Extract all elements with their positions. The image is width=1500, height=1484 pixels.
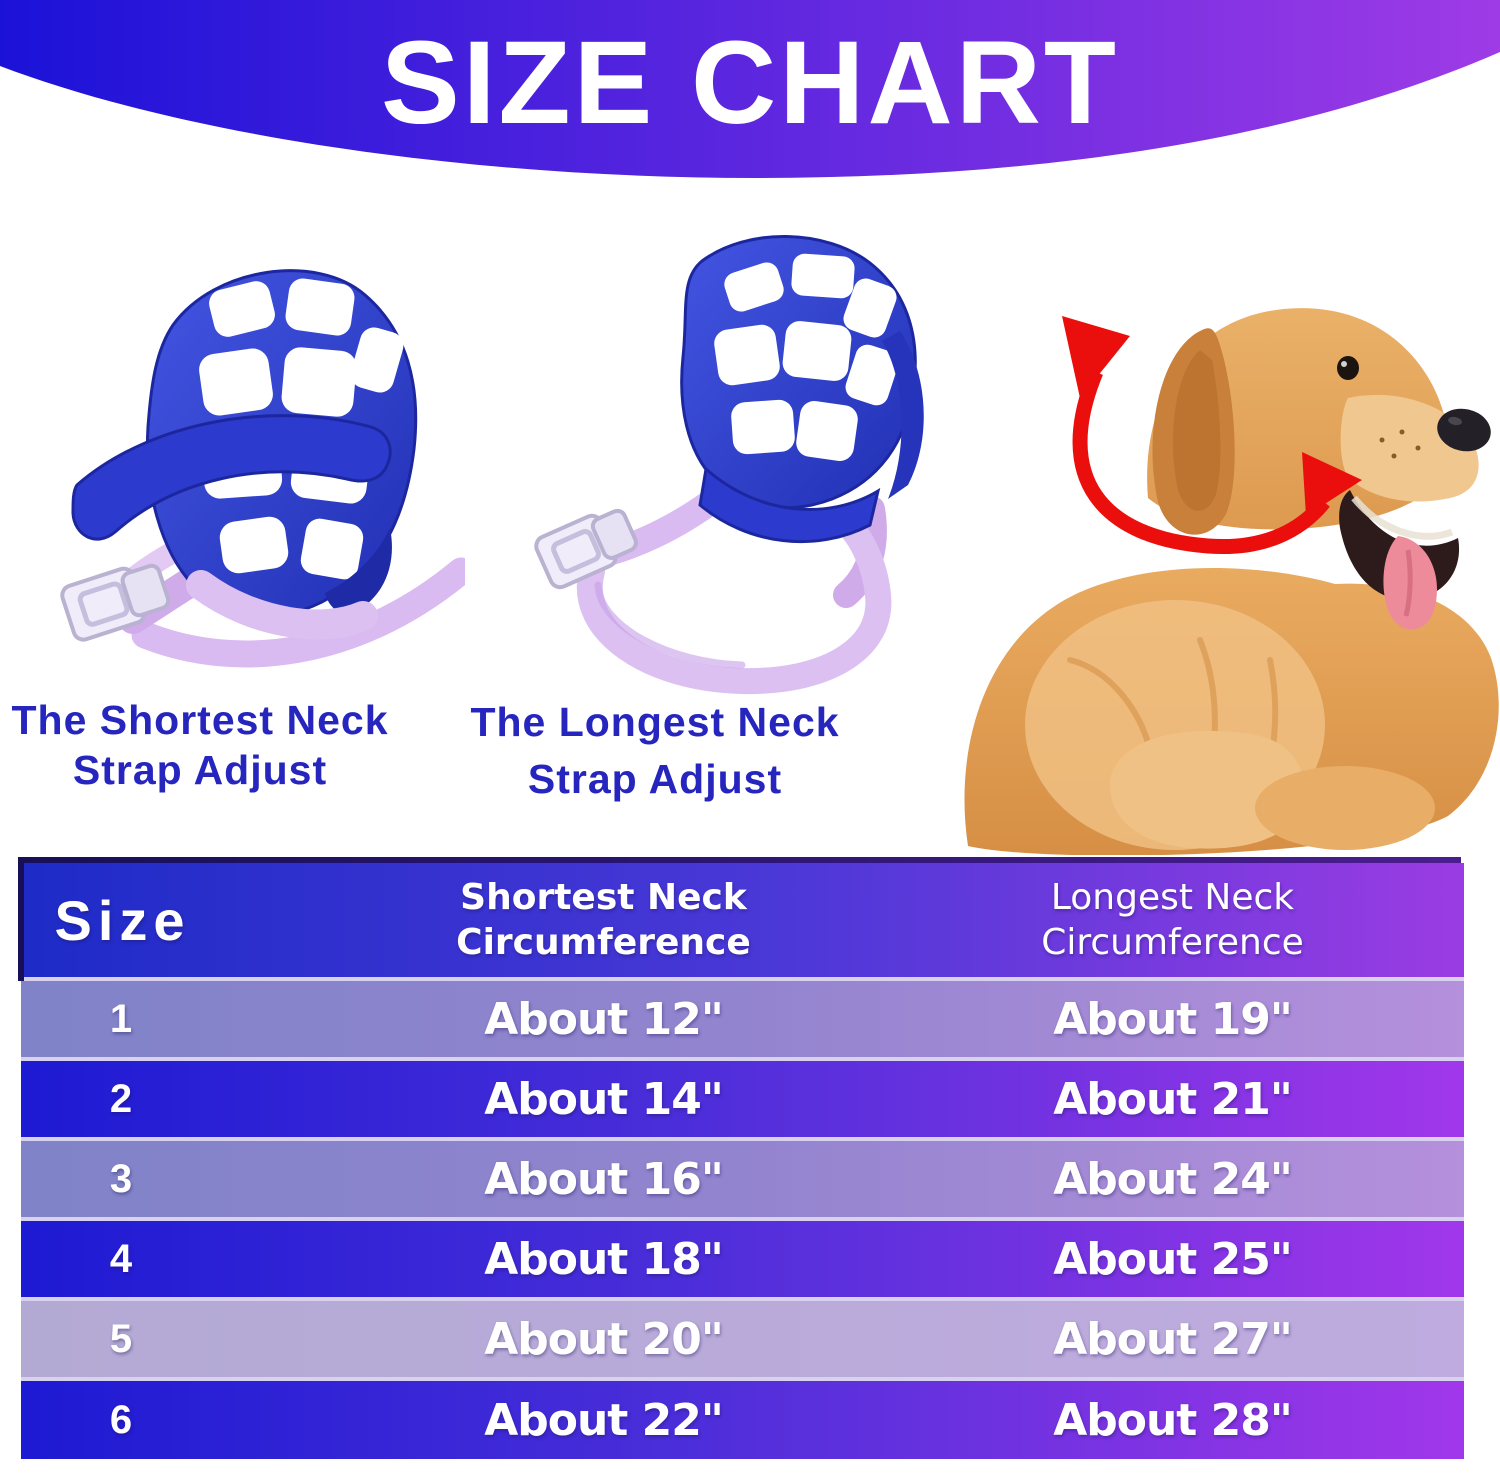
shortest-value-cell: About 20"	[484, 1313, 724, 1365]
header-size: Size	[18, 863, 221, 979]
shortest-value-cell: About 16"	[484, 1153, 724, 1205]
header-longest-neck: Longest Neck Circumference	[941, 863, 1464, 979]
longest-value-cell: About 28"	[1053, 1394, 1293, 1446]
size-cell: 5	[109, 1316, 133, 1361]
caption-shortest-strap: The Shortest Neck Strap Adjust	[0, 700, 400, 791]
longest-value-cell: About 27"	[1053, 1313, 1293, 1365]
size-cell: 2	[109, 1076, 133, 1121]
longest-value-cell: About 21"	[1053, 1073, 1293, 1125]
size-table: Size Shortest Neck Circumference Longest…	[18, 857, 1464, 1459]
caption-longest-strap: The Longest Neck Strap Adjust	[460, 702, 850, 800]
dog-photo-illustration	[964, 308, 1499, 855]
longest-value-cell: About 25"	[1053, 1233, 1293, 1285]
table-header-row: Size Shortest Neck Circumference Longest…	[18, 863, 1464, 979]
size-cell: 3	[109, 1156, 133, 1201]
page-title: SIZE CHART	[381, 17, 1119, 149]
size-cell: 4	[109, 1236, 133, 1281]
table-top-edge	[18, 857, 1461, 863]
size-cell: 1	[109, 996, 133, 1041]
header-shortest-neck: Shortest Neck Circumference	[221, 863, 941, 979]
table-row: 2 About 14" About 21"	[21, 1059, 1464, 1139]
dog-body	[964, 568, 1499, 855]
banner-ribbon	[0, 0, 1500, 178]
buckle	[534, 508, 638, 590]
neck-measure-arrow	[1062, 316, 1362, 555]
shortest-value-cell: About 12"	[484, 993, 724, 1045]
dog-head	[1147, 308, 1491, 630]
caption-line: Strap Adjust	[72, 747, 328, 793]
header-longest-neck-label: Longest Neck Circumference	[1041, 877, 1304, 963]
buckle	[60, 563, 171, 642]
strap-piece	[186, 570, 378, 640]
muzzle-cage	[71, 269, 418, 618]
table-row: 1 About 12" About 19"	[21, 979, 1464, 1059]
muzzle-cage	[680, 235, 924, 543]
shortest-value-cell: About 14"	[484, 1073, 724, 1125]
longest-value-cell: About 19"	[1053, 993, 1293, 1045]
table-row: 5 About 20" About 27"	[21, 1299, 1464, 1379]
table-row: 3 About 16" About 24"	[21, 1139, 1464, 1219]
table-row: 6 About 22" About 28"	[21, 1379, 1464, 1459]
caption-line: The Longest Neck	[470, 699, 840, 745]
table-row: 4 About 18" About 25"	[21, 1219, 1464, 1299]
caption-line: The Shortest Neck	[11, 697, 389, 743]
shortest-value-cell: About 22"	[484, 1394, 724, 1446]
header-shortest-neck-label: Shortest Neck Circumference	[456, 877, 751, 963]
muzzle-shortest-illustration	[60, 269, 465, 668]
longest-value-cell: About 24"	[1053, 1153, 1293, 1205]
caption-line: Strap Adjust	[527, 756, 783, 802]
muzzle-longest-illustration	[534, 235, 924, 695]
shortest-value-cell: About 18"	[484, 1233, 724, 1285]
size-cell: 6	[109, 1397, 133, 1442]
